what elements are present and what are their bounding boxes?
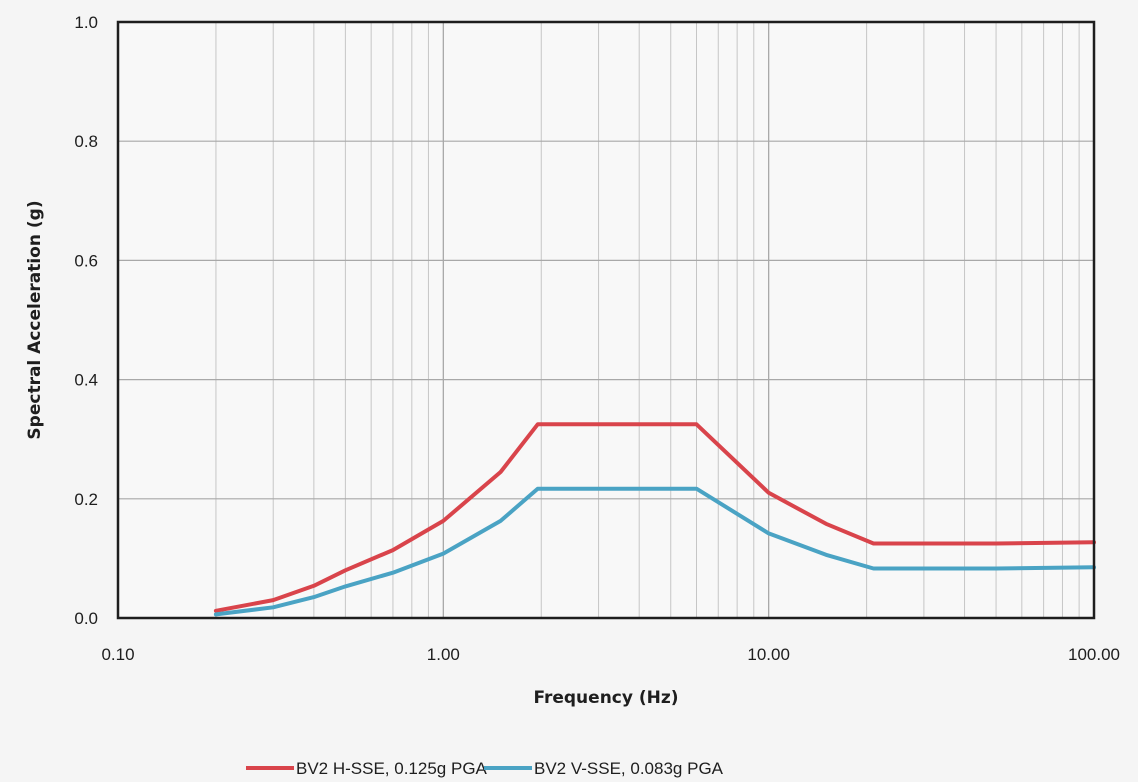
plot-area [118, 22, 1094, 618]
x-axis-label: Frequency (Hz) [533, 688, 678, 708]
y-tick-label: 0.4 [74, 371, 98, 390]
y-tick-label: 0.6 [74, 251, 98, 270]
y-tick-label: 1.0 [74, 13, 98, 32]
grid [118, 22, 1094, 618]
y-tick-label: 0.0 [74, 609, 98, 628]
plot-border [116, 20, 1096, 620]
y-tick-label: 0.8 [74, 132, 98, 151]
x-tick-label: 10.00 [747, 645, 790, 664]
series-layer [213, 422, 1096, 617]
series-line-2 [213, 486, 1096, 617]
y-axis-label: Spectral Acceleration (g) [25, 200, 45, 439]
x-tick-label: 1.00 [427, 645, 460, 664]
legend-label-1: BV2 H-SSE, 0.125g PGA [296, 759, 488, 778]
x-tick-labels: 0.10 1.00 10.00 100.00 [101, 645, 1120, 664]
x-tick-label: 0.10 [101, 645, 134, 664]
x-tick-label: 100.00 [1068, 645, 1120, 664]
y-tick-label: 0.2 [74, 490, 98, 509]
series-line-1 [213, 422, 1096, 613]
y-tick-labels: 0.0 0.2 0.4 0.6 0.8 1.0 [74, 13, 98, 628]
legend: BV2 H-SSE, 0.125g PGA BV2 V-SSE, 0.083g P… [246, 759, 724, 778]
legend-label-2: BV2 V-SSE, 0.083g PGA [534, 759, 724, 778]
